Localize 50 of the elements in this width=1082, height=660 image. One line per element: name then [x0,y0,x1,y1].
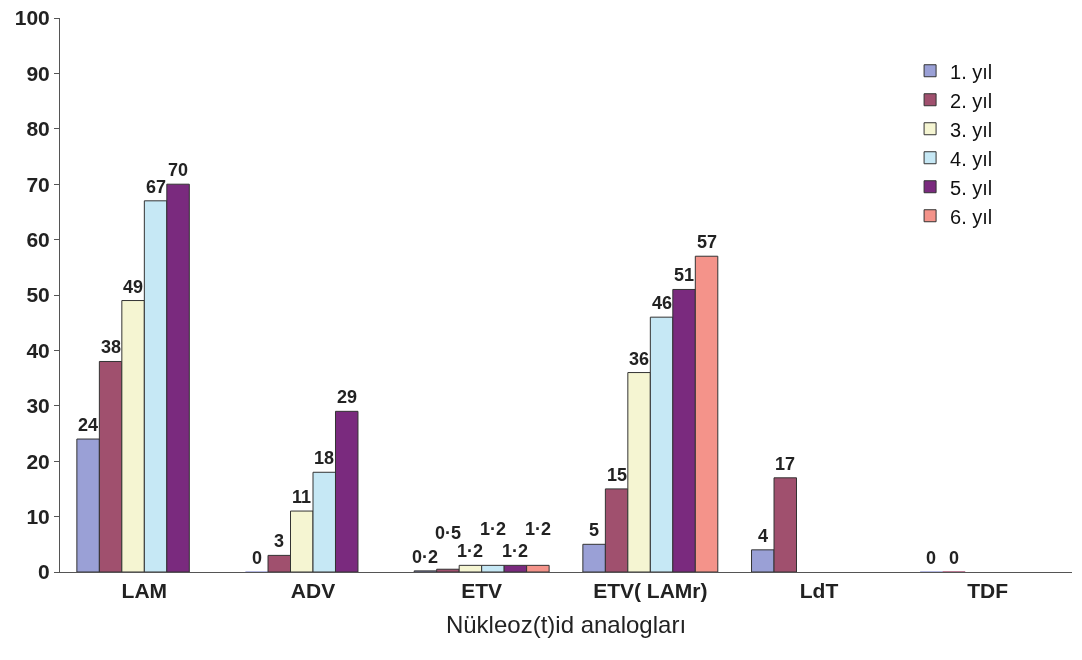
data-label: 5 [589,520,600,540]
data-label: 46 [652,293,673,313]
y-tick-label: 50 [26,283,50,307]
legend-label: 1. yıl [950,60,993,83]
data-label: 0·2 [412,547,439,567]
y-tick-label: 90 [26,61,50,85]
data-label: 24 [78,415,99,435]
legend-label: 5. yıl [950,176,993,199]
data-label: 0 [949,548,960,568]
data-label: 0·5 [435,523,462,543]
legend-label: 6. yıl [950,205,993,228]
legend-label: 4. yıl [950,147,993,170]
data-label: 11 [292,487,312,507]
y-tick-label: 0 [38,560,50,584]
x-axis-title: Nükleoz(t)id analogları [445,610,687,638]
data-label: 4 [758,526,769,546]
data-label: 0 [252,548,263,568]
data-label: 36 [629,349,650,369]
data-label: 57 [697,232,718,252]
y-tick-label: 40 [26,338,50,362]
legend-label: 2. yıl [950,89,993,112]
data-label: 49 [123,277,144,297]
data-label: 1·2 [525,519,552,539]
data-label: 3 [274,531,285,551]
data-label: 51 [674,265,695,285]
y-tick-label: 30 [26,394,50,418]
y-tick-label: 20 [26,449,50,473]
legend-label: 3. yıl [950,118,993,141]
data-label: 38 [101,337,122,357]
data-label: 29 [337,387,358,407]
x-tick-label: LAM [121,579,168,603]
data-label: 70 [168,160,189,180]
data-label: 18 [314,448,335,468]
x-tick-label: LdT [799,579,839,603]
x-tick-label: TDF [967,579,1009,603]
data-label: 1·2 [457,541,484,561]
data-label: 15 [607,465,628,485]
y-tick-label: 60 [26,227,50,251]
y-tick-label: 100 [14,6,50,30]
data-label: 67 [146,177,167,197]
x-tick-label: ETV [461,579,503,603]
data-label: 1·2 [480,519,507,539]
x-tick-label: ETV( LAMr) [593,579,708,603]
data-label: 1·2 [502,541,529,561]
y-tick-label: 10 [26,504,50,528]
y-tick-label: 80 [26,117,50,141]
x-tick-label: ADV [290,579,336,603]
data-label: 0 [926,548,937,568]
data-label: 17 [775,454,796,474]
y-tick-label: 70 [26,172,50,196]
